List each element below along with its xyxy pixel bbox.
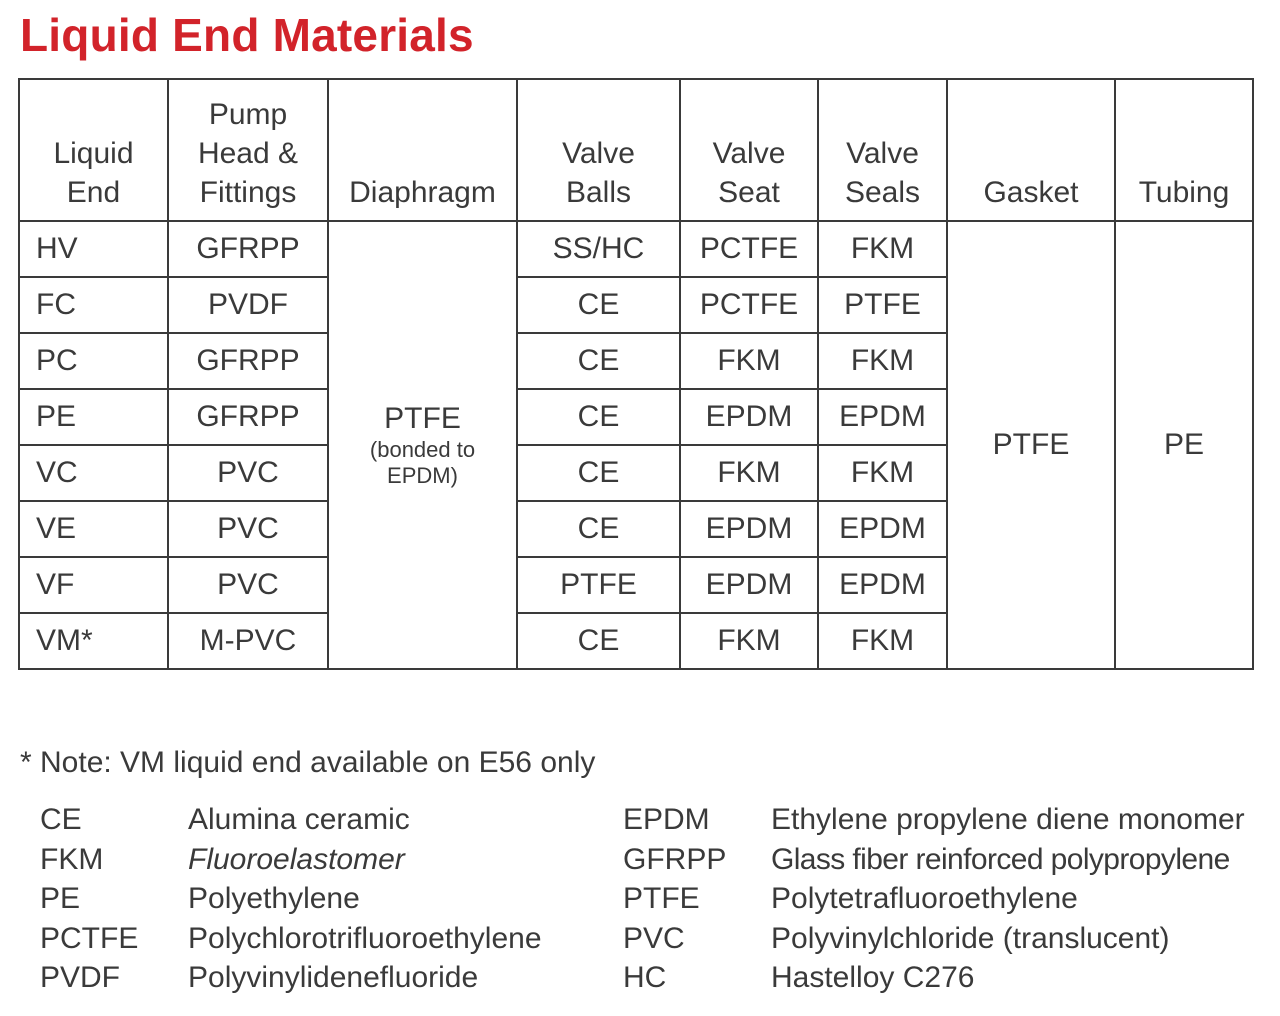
valve-seals-cell: FKM: [817, 612, 948, 670]
liquid-end-cell: VM*: [18, 612, 169, 670]
header-valve-seals: Valve Seals: [817, 78, 948, 222]
valve-seat-cell: PCTFE: [679, 220, 819, 278]
legend-left-definitions: Alumina ceramic Fluoroelastomer Polyethy…: [188, 800, 542, 998]
legend-definition: Polytetrafluoroethylene: [771, 882, 1078, 915]
pump-head-cell: PVC: [167, 444, 329, 502]
legend-abbr: PVDF: [40, 961, 121, 994]
valve-balls-cell: PTFE: [516, 556, 681, 614]
valve-balls-cell: CE: [516, 444, 681, 502]
header-diaphragm: Diaphragm: [327, 78, 518, 222]
page-title: Liquid End Materials: [20, 9, 474, 61]
header-tubing: Tubing: [1114, 78, 1254, 222]
gasket-cell: PTFE: [946, 220, 1116, 670]
valve-seat-cell: EPDM: [679, 556, 819, 614]
header-valve-balls: Valve Balls: [516, 78, 681, 222]
legend-left-abbreviations: CE FKM PE PCTFE PVDF: [40, 800, 138, 998]
legend-abbr: CE: [40, 803, 82, 836]
valve-seals-cell: EPDM: [817, 388, 948, 446]
footnote: * Note: VM liquid end available on E56 o…: [20, 746, 596, 779]
valve-seals-cell: EPDM: [817, 556, 948, 614]
legend-right-definitions: Ethylene propylene diene monomer Glass f…: [771, 800, 1245, 998]
pump-head-cell: PVDF: [167, 276, 329, 334]
legend-definition: Alumina ceramic: [188, 803, 410, 836]
legend-abbr: EPDM: [623, 803, 710, 836]
valve-seals-cell: FKM: [817, 332, 948, 390]
legend-abbr: PVC: [623, 921, 685, 955]
legend-definition: Fluoroelastomer: [188, 842, 405, 876]
pump-head-cell: GFRPP: [167, 220, 329, 278]
pump-head-cell: M-PVC: [167, 612, 329, 670]
valve-seals-cell: PTFE: [817, 276, 948, 334]
table-row: VM* M-PVC CE FKM FKM: [18, 612, 1253, 670]
liquid-end-cell: HV: [18, 220, 169, 278]
legend-definition: Polyvinylidenefluoride: [188, 961, 479, 994]
valve-balls-cell: CE: [516, 612, 681, 670]
valve-seat-cell: FKM: [679, 332, 819, 390]
liquid-end-cell: VE: [18, 500, 169, 558]
legend-abbr: PTFE: [623, 882, 700, 915]
valve-seals-cell: FKM: [817, 444, 948, 502]
pump-head-cell: GFRPP: [167, 332, 329, 390]
legend-definition: Hastelloy C276: [771, 961, 975, 994]
diaphragm-note: (bonded to EPDM): [369, 437, 476, 488]
header-pump-head: Pump Head & Fittings: [167, 78, 329, 222]
valve-balls-cell: CE: [516, 276, 681, 334]
valve-seat-cell: FKM: [679, 612, 819, 670]
table-row: VC PVC CE FKM FKM: [18, 444, 1253, 502]
table-header-row: Liquid End Pump Head & Fittings Diaphrag…: [18, 78, 1254, 222]
legend-definition: Glass fiber reinforced polypropylene: [771, 842, 1230, 876]
legend-definition: Polyethylene: [188, 882, 360, 915]
legend-definition: Polyvinylchloride (translucent): [771, 921, 1170, 955]
valve-balls-cell: CE: [516, 332, 681, 390]
valve-balls-cell: CE: [516, 388, 681, 446]
pump-head-cell: GFRPP: [167, 388, 329, 446]
tubing-cell: PE: [1114, 220, 1254, 670]
legend-abbr: GFRPP: [623, 842, 727, 876]
pump-head-cell: PVC: [167, 500, 329, 558]
legend-abbr: FKM: [40, 842, 104, 876]
diaphragm-cell: PTFE (bonded to EPDM): [327, 220, 518, 670]
legend-abbr: PE: [40, 882, 81, 915]
valve-balls-cell: SS/HC: [516, 220, 681, 278]
valve-seat-cell: FKM: [679, 444, 819, 502]
liquid-end-cell: PC: [18, 332, 169, 390]
table-row: VF PVC PTFE EPDM EPDM: [18, 556, 1253, 614]
liquid-end-cell: VF: [18, 556, 169, 614]
legend-abbr: HC: [623, 961, 667, 994]
liquid-end-cell: FC: [18, 276, 169, 334]
valve-balls-cell: CE: [516, 500, 681, 558]
legend-definition: Polychlorotrifluoroethylene: [188, 921, 542, 955]
table-row: FC PVDF CE PCTFE PTFE: [18, 276, 1253, 334]
materials-table: Liquid End Pump Head & Fittings Diaphrag…: [18, 78, 1254, 670]
legend-definition: Ethylene propylene diene monomer: [771, 803, 1245, 836]
diaphragm-material: PTFE: [384, 402, 461, 435]
legend-right-abbreviations: EPDM GFRPP PTFE PVC HC: [623, 800, 726, 998]
valve-seat-cell: PCTFE: [679, 276, 819, 334]
table-row: HV GFRPP PTFE (bonded to EPDM) SS/HC PCT…: [18, 220, 1254, 670]
table-row: PC GFRPP CE FKM FKM: [18, 332, 1253, 390]
liquid-end-cell: PE: [18, 388, 169, 446]
liquid-end-cell: VC: [18, 444, 169, 502]
pump-head-cell: PVC: [167, 556, 329, 614]
table-row: PE GFRPP CE EPDM EPDM: [18, 388, 1253, 446]
legend-abbr: PCTFE: [40, 921, 139, 955]
valve-seat-cell: EPDM: [679, 500, 819, 558]
header-gasket: Gasket: [946, 78, 1116, 222]
valve-seals-cell: FKM: [817, 220, 948, 278]
valve-seat-cell: EPDM: [679, 388, 819, 446]
header-liquid-end: Liquid End: [18, 78, 169, 222]
table-row: VE PVC CE EPDM EPDM: [18, 500, 1253, 558]
valve-seals-cell: EPDM: [817, 500, 948, 558]
header-valve-seat: Valve Seat: [679, 78, 819, 222]
